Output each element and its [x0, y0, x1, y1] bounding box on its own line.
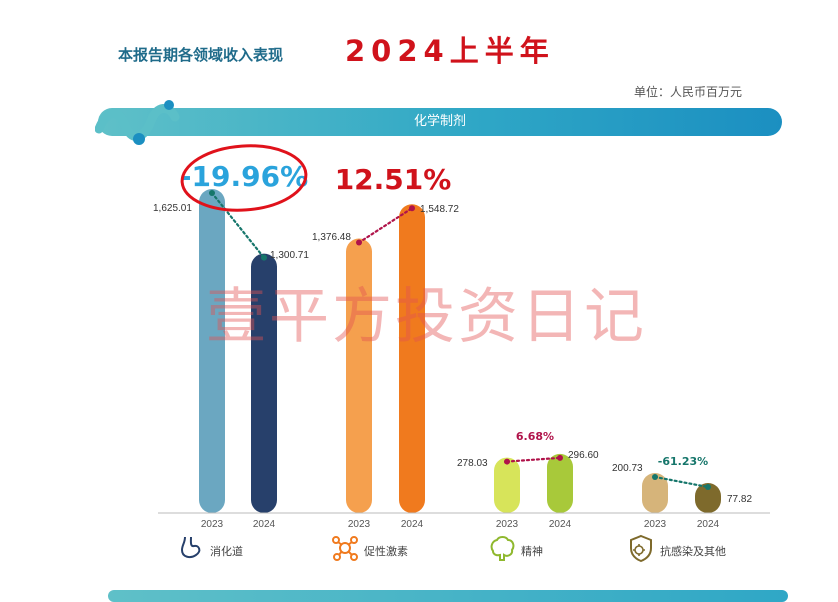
bars-layer [199, 189, 721, 514]
category-label-digestive: 消化道 [210, 545, 243, 558]
section-title: 化学制剂 [413, 114, 466, 129]
change-label-hormone: 12.51% [335, 163, 452, 196]
trend-lines-layer [209, 190, 711, 490]
period-title: 2024上半年 [345, 34, 555, 68]
trend-dot-mental-2023 [504, 458, 510, 465]
brain-icon [490, 536, 515, 561]
bar-hormone-2024 [399, 204, 425, 514]
year-label-2024: 2024 [697, 519, 720, 530]
bar-mental-2024 [547, 453, 573, 513]
trend-dot-mental-2024 [557, 454, 563, 461]
year-label-2023: 2023 [644, 519, 667, 530]
change-label-mental: 6.68% [516, 430, 554, 443]
trend-dot-hormone-2023 [356, 239, 362, 246]
year-label-2023: 2023 [348, 519, 371, 530]
trend-line-mental [505, 456, 562, 463]
change-label-anti-infective: -61.23% [658, 455, 708, 468]
trend-dot-digestive-2024 [261, 254, 267, 261]
change-label-digestive: -19.96% [180, 160, 308, 193]
value-label-digestive-2024: 1,300.71 [270, 250, 309, 261]
category-label-anti-infective: 抗感染及其他 [660, 545, 726, 558]
bar-digestive-2024 [251, 253, 277, 513]
report-heading: 本报告期各领域收入表现 [118, 46, 284, 64]
value-label-anti-infective-2023: 200.73 [612, 463, 643, 474]
brand-logo-icon [95, 100, 180, 145]
stomach-icon [180, 536, 201, 559]
trend-dot-anti-infective-2023 [652, 473, 658, 480]
bottom-divider [108, 590, 788, 602]
bar-mental-2023 [494, 457, 520, 513]
value-label-digestive-2023: 1,625.01 [153, 203, 192, 214]
trend-dot-digestive-2023 [209, 190, 215, 196]
trend-dot-anti-infective-2024 [705, 484, 711, 490]
value-label-mental-2023: 278.03 [457, 458, 488, 469]
trend-line-anti-infective [653, 475, 710, 489]
year-label-2023: 2023 [201, 519, 224, 530]
section-banner [98, 108, 782, 136]
highlight-circle [180, 144, 308, 212]
trend-dot-hormone-2024 [409, 205, 415, 212]
trend-line-hormone [357, 207, 414, 244]
bar-digestive-2023 [199, 189, 225, 513]
bar-anti-infective-2023 [642, 472, 668, 513]
category-label-hormone: 促性激素 [364, 545, 408, 558]
virus-shield-icon [630, 534, 652, 563]
labels-layer: 2023 2024 2023 2024 2023 2024 2023 2024 1,625.01… [153, 160, 752, 530]
watermark: 壹平方投资日记 [206, 282, 647, 352]
trend-line-digestive [210, 191, 266, 259]
molecule-icon [332, 536, 358, 561]
year-label-2024: 2024 [549, 519, 572, 530]
year-label-2024: 2024 [401, 519, 424, 530]
value-label-mental-2024: 296.60 [568, 450, 599, 461]
unit-label: 单位：人民币百万元 [634, 85, 743, 99]
year-label-2024: 2024 [253, 519, 276, 530]
value-label-anti-infective-2024: 77.82 [727, 494, 752, 505]
value-label-hormone-2023: 1,376.48 [312, 232, 351, 243]
bar-hormone-2023 [346, 238, 372, 514]
value-label-hormone-2024: 1,548.72 [420, 204, 459, 215]
bar-anti-infective-2024 [695, 483, 721, 513]
category-label-mental: 精神 [521, 545, 543, 558]
year-label-2023: 2023 [496, 519, 519, 530]
